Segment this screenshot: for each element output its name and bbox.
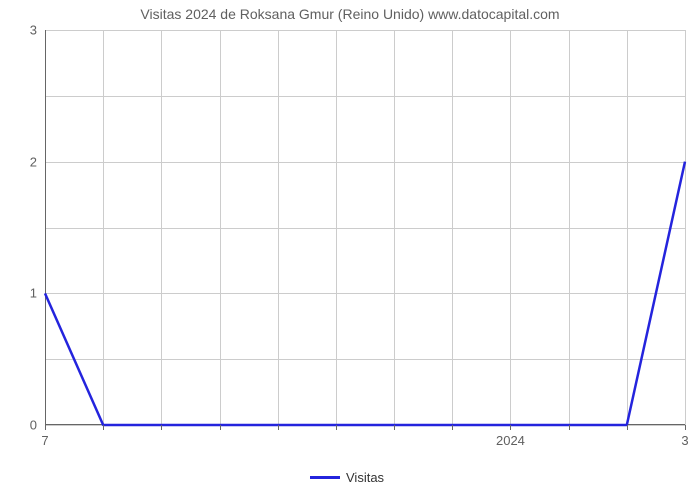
x-tick-mark bbox=[394, 425, 395, 430]
x-tick-label: 7 bbox=[41, 425, 48, 448]
series-path bbox=[45, 162, 685, 425]
x-tick-mark bbox=[569, 425, 570, 430]
x-tick-mark bbox=[336, 425, 337, 430]
legend-label: Visitas bbox=[346, 470, 384, 485]
plot-area: 0123 720243 bbox=[45, 30, 685, 425]
legend-swatch bbox=[310, 476, 340, 479]
chart-container: Visitas 2024 de Roksana Gmur (Reino Unid… bbox=[0, 0, 700, 500]
x-tick-label: 2024 bbox=[496, 425, 525, 448]
line-series bbox=[45, 30, 685, 425]
grid-v-line bbox=[685, 30, 686, 425]
x-tick-label: 3 bbox=[681, 425, 688, 448]
x-tick-mark bbox=[220, 425, 221, 430]
y-tick-label: 2 bbox=[30, 154, 45, 169]
y-tick-label: 1 bbox=[30, 286, 45, 301]
x-tick-mark bbox=[452, 425, 453, 430]
y-tick-label: 3 bbox=[30, 23, 45, 38]
legend: Visitas bbox=[310, 470, 384, 485]
x-tick-mark bbox=[103, 425, 104, 430]
x-tick-mark bbox=[627, 425, 628, 430]
chart-title: Visitas 2024 de Roksana Gmur (Reino Unid… bbox=[0, 6, 700, 22]
x-tick-mark bbox=[278, 425, 279, 430]
x-tick-mark bbox=[161, 425, 162, 430]
